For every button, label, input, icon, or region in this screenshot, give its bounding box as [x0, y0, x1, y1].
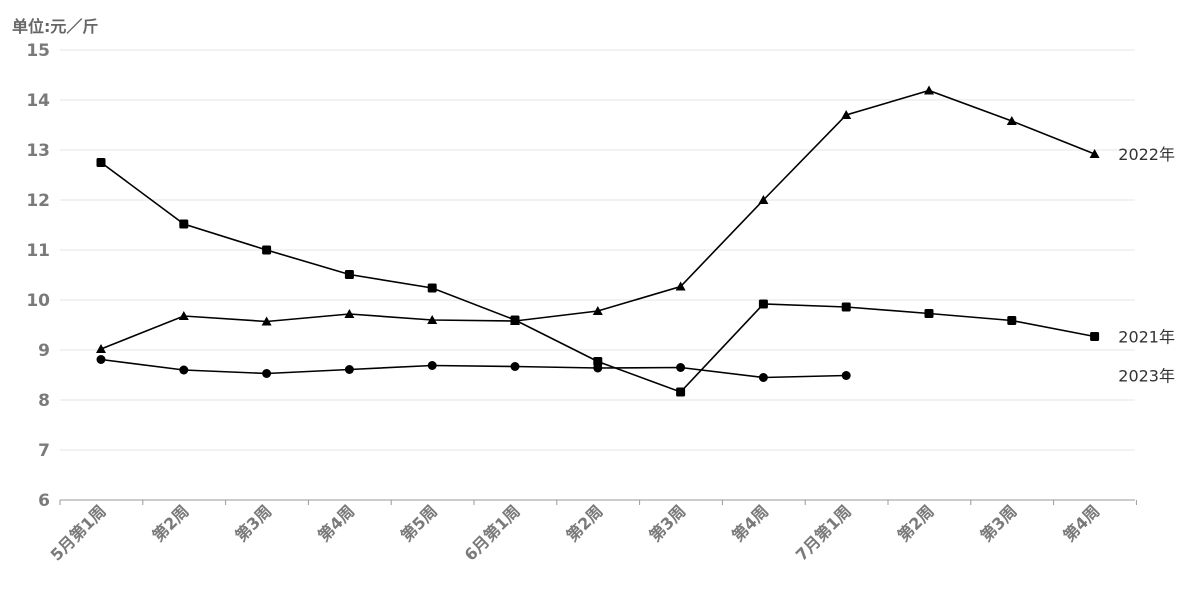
y-tick-label: 10 [26, 291, 50, 311]
data-point [758, 373, 768, 382]
data-point [841, 371, 851, 380]
data-point [676, 363, 686, 372]
series-1 [96, 158, 1100, 397]
y-tick-label: 9 [38, 341, 50, 361]
data-point [758, 299, 768, 309]
data-point [1090, 332, 1100, 341]
data-point [96, 344, 106, 353]
y-tick-label: 8 [38, 391, 50, 411]
data-point [178, 311, 189, 320]
x-tick-label: 5月第1周 [47, 501, 110, 564]
series-label: 2021年 [1118, 328, 1175, 347]
series-label: 2022年 [1118, 145, 1175, 164]
data-point [96, 355, 106, 364]
x-tick-label: 第3周 [231, 501, 275, 545]
data-point [1006, 116, 1017, 125]
data-point [427, 361, 437, 370]
y-tick-label: 14 [26, 91, 50, 111]
data-point [1089, 149, 1100, 158]
y-tick-label: 12 [26, 191, 50, 211]
data-point [427, 315, 438, 324]
data-point [593, 363, 603, 373]
data-point [592, 306, 603, 315]
data-point [510, 315, 520, 325]
data-point [675, 281, 686, 291]
data-point [344, 309, 355, 318]
data-point [758, 195, 769, 204]
data-point [841, 302, 851, 312]
series-layer [96, 85, 1100, 397]
data-point [1007, 316, 1017, 325]
series-0 [96, 85, 1100, 353]
data-point [262, 369, 272, 378]
x-tick-label: 6月第1周 [461, 501, 524, 564]
data-point [96, 158, 106, 167]
x-tick-label: 第4周 [728, 501, 772, 545]
data-point [427, 283, 437, 293]
x-tick-label: 7月第1周 [792, 501, 855, 564]
data-point [179, 219, 189, 229]
unit-label: 单位:元／斤 [12, 17, 98, 36]
data-point [344, 270, 354, 279]
x-tick-label: 第4周 [314, 501, 358, 545]
series-line [100, 358, 847, 379]
data-point [924, 85, 934, 95]
data-point [593, 357, 603, 366]
x-tick-label: 第3周 [977, 501, 1021, 545]
data-point [179, 365, 189, 375]
gridlines [60, 49, 1135, 451]
x-tick-label: 第2周 [563, 501, 607, 545]
data-point [261, 316, 272, 326]
data-point [676, 387, 686, 397]
x-tick-label: 第5周 [397, 501, 441, 545]
data-point [924, 309, 934, 318]
y-tick-label: 11 [26, 241, 50, 261]
data-point [510, 362, 520, 371]
y-tick-label: 6 [38, 491, 50, 511]
series-label: 2023年 [1118, 367, 1175, 386]
y-tick-label: 15 [26, 41, 50, 61]
data-point [841, 110, 852, 119]
series-2 [96, 355, 851, 382]
data-point [262, 245, 272, 255]
y-tick-label: 7 [38, 441, 50, 461]
data-point [344, 365, 354, 374]
x-tick-label: 第3周 [645, 501, 689, 545]
y-tick-label: 13 [26, 141, 50, 161]
series-labels: 2022年 2021年 2023年 [1118, 145, 1175, 386]
x-tick-label: 第2周 [894, 501, 938, 545]
x-tick-label: 第2周 [149, 501, 193, 545]
x-tick-label: 第4周 [1059, 501, 1103, 545]
